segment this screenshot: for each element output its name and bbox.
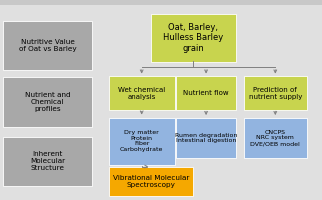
- FancyBboxPatch shape: [109, 166, 193, 196]
- FancyBboxPatch shape: [176, 76, 236, 110]
- FancyBboxPatch shape: [3, 77, 92, 127]
- FancyBboxPatch shape: [109, 117, 175, 164]
- Bar: [0, 0, 322, 5]
- FancyBboxPatch shape: [109, 76, 175, 110]
- FancyBboxPatch shape: [176, 118, 236, 158]
- Text: Vibrational Molecular
Spectroscopy: Vibrational Molecular Spectroscopy: [113, 174, 190, 188]
- Text: Wet chemical
analysis: Wet chemical analysis: [118, 86, 165, 99]
- FancyBboxPatch shape: [3, 21, 92, 70]
- FancyBboxPatch shape: [150, 14, 236, 62]
- Text: Oat, Barley,
Hulless Barley
grain: Oat, Barley, Hulless Barley grain: [163, 23, 223, 53]
- FancyBboxPatch shape: [244, 118, 307, 158]
- Text: Nutrient flow: Nutrient flow: [183, 90, 229, 96]
- Text: Nutritive Value
of Oat vs Barley: Nutritive Value of Oat vs Barley: [19, 38, 76, 51]
- FancyBboxPatch shape: [244, 76, 307, 110]
- Text: Nutrient and
Chemical
profiles: Nutrient and Chemical profiles: [25, 92, 71, 112]
- Text: Dry matter
Protein
Fiber
Carbohydrate: Dry matter Protein Fiber Carbohydrate: [120, 130, 163, 152]
- Text: Prediction of
nutrient supply: Prediction of nutrient supply: [249, 86, 302, 99]
- FancyBboxPatch shape: [3, 136, 92, 186]
- Text: Inherent
Molecular
Structure: Inherent Molecular Structure: [30, 151, 65, 171]
- Text: Rumen degradation
Intestinal digestion: Rumen degradation Intestinal digestion: [175, 133, 237, 143]
- Text: CNCPS
NRC system
DVE/OEB model: CNCPS NRC system DVE/OEB model: [251, 130, 300, 146]
